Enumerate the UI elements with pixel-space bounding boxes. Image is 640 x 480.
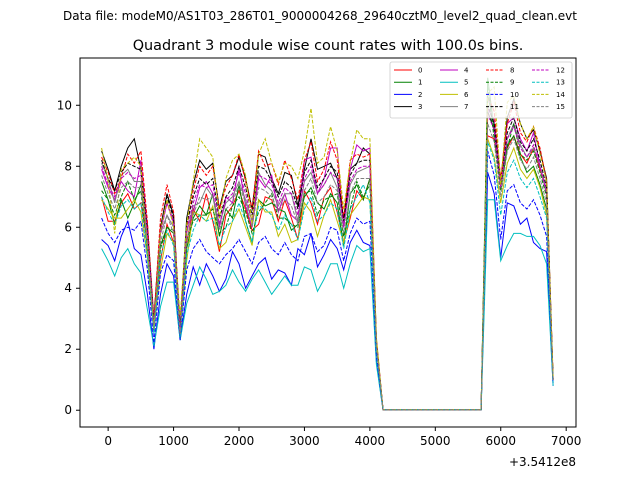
x-tick-label: 2000 [224, 434, 255, 448]
legend-label-10: 10 [510, 91, 519, 99]
series-line-15 [101, 123, 554, 411]
legend-label-6: 6 [464, 91, 469, 99]
legend-label-5: 5 [464, 79, 468, 87]
x-tick-label: 0 [104, 434, 112, 448]
plot-border [79, 57, 577, 428]
x-tick-label: 4000 [355, 434, 386, 448]
y-tick-label: 8 [64, 159, 72, 173]
legend-label-12: 12 [556, 67, 565, 75]
legend-label-11: 11 [510, 103, 519, 111]
x-tick-label: 7000 [551, 434, 582, 448]
y-axis: 0 2 4 6 8 10 [57, 98, 80, 417]
y-tick-label: 2 [64, 342, 72, 356]
x-tick-label: 3000 [289, 434, 320, 448]
x-tick-label: 1000 [158, 434, 189, 448]
x-tick-label: 6000 [485, 434, 516, 448]
legend-box [389, 61, 573, 119]
legend-label-7: 7 [464, 103, 468, 111]
y-tick-label: 6 [64, 220, 72, 234]
legend-label-14: 14 [556, 91, 565, 99]
series-line-10 [101, 150, 554, 411]
y-tick-label: 0 [64, 403, 72, 417]
y-tick-label: 4 [64, 281, 72, 295]
legend-label-9: 9 [510, 79, 514, 87]
x-tick-label: 5000 [420, 434, 451, 448]
series-layer [101, 77, 554, 411]
legend-label-1: 1 [418, 79, 422, 87]
figure-suptitle: Data file: modeM0/AS1T03_286T01_90000042… [63, 9, 577, 23]
legend-label-13: 13 [556, 79, 565, 87]
x-axis-offset-text: +3.5412e8 [509, 455, 576, 469]
legend-label-8: 8 [510, 67, 514, 75]
legend-label-4: 4 [464, 67, 469, 75]
legend-label-15: 15 [556, 103, 565, 111]
legend-label-2: 2 [418, 91, 422, 99]
x-axis: 0 1000 2000 3000 4000 5000 6000 7000 [104, 427, 581, 448]
y-tick-label: 10 [57, 98, 72, 112]
chart-title: Quadrant 3 module wise count rates with … [133, 38, 524, 54]
legend-label-0: 0 [418, 67, 422, 75]
legend-label-3: 3 [418, 103, 422, 111]
